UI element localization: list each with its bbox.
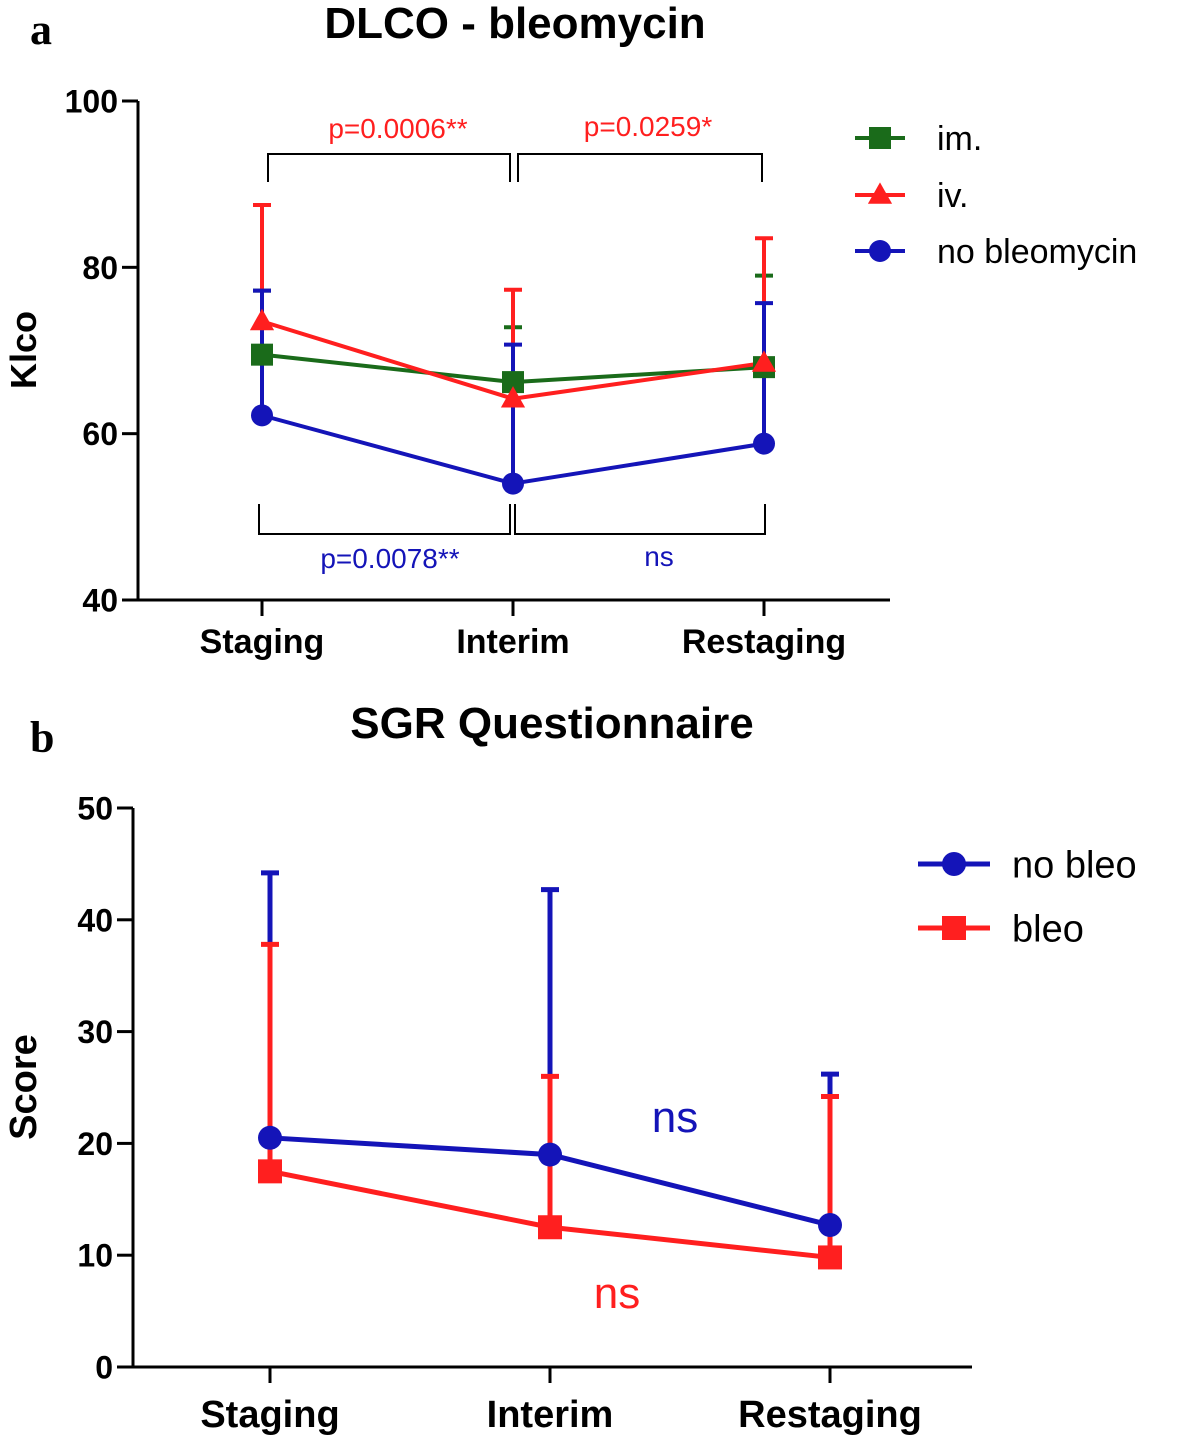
legend-label: no bleo [1012,845,1137,887]
panel-a-title: DLCO - bleomycin [324,0,705,48]
legend-marker [867,182,893,204]
y-tick-label: 40 [77,902,113,938]
significance-label: ns [652,1093,698,1142]
significance-label: ns [594,1269,640,1318]
legend-label: bleo [1012,909,1084,951]
y-tick-label: 20 [77,1126,113,1162]
panel-a-ylabel: Klco [3,311,44,389]
y-tick-label: 40 [82,583,118,619]
y-tick-label: 80 [82,250,118,286]
x-tick-label: Staging [200,1394,339,1436]
significance-label: p=0.0078** [320,543,459,574]
data-point [258,1159,282,1184]
legend-label: iv. [937,177,968,215]
data-point [538,1215,562,1240]
significance-bracket [258,504,511,535]
x-tick-label: Staging [200,623,325,661]
legend-marker [869,127,891,149]
significance-bracket [517,153,763,182]
data-point [502,371,524,394]
y-tick-label: 0 [95,1350,113,1386]
data-point [753,432,775,455]
panel-b-letter: b [30,713,54,762]
panel-b-ylabel: Score [3,1034,45,1140]
data-point [251,404,273,427]
panel-a-plot: 40 60 80 100 Staging Interim Restaging im. iv. no… [65,84,1138,661]
data-point [818,1245,842,1270]
data-point [502,472,524,495]
y-tick-label: 50 [77,791,113,827]
data-point [500,386,526,408]
significance-bracket [514,504,766,535]
legend: no bleo bleo [918,845,1137,951]
legend-marker [942,916,966,940]
data-point [538,1142,562,1167]
y-tick-label: 60 [82,416,118,452]
significance-label: p=0.0006** [328,113,467,144]
y-tick-label: 30 [77,1014,113,1050]
legend-marker [869,240,891,262]
legend-marker [942,852,966,876]
x-tick-label: Restaging [682,623,846,661]
x-tick-label: Interim [456,623,569,661]
y-tick-label: 100 [65,84,118,120]
y-tick-label: 10 [77,1238,113,1274]
legend-label: im. [937,120,982,158]
x-tick-label: Restaging [738,1394,922,1436]
significance-bracket [267,153,511,182]
data-point [751,350,777,372]
panel-b-title: SGR Questionnaire [350,699,753,748]
legend-label: no bleomycin [937,233,1137,271]
panel-b-plot: 0 10 20 30 40 50 Staging Interim Restaging no ble… [77,791,1136,1436]
significance-label: ns [644,541,674,572]
data-point [251,343,273,366]
data-point [249,308,275,331]
x-tick-label: Interim [487,1394,614,1436]
data-point [258,1125,282,1150]
data-point [818,1213,842,1238]
panel-a-letter: a [30,5,52,54]
legend: im. iv. no bleomycin [855,120,1137,271]
significance-label: p=0.0259* [584,111,713,142]
